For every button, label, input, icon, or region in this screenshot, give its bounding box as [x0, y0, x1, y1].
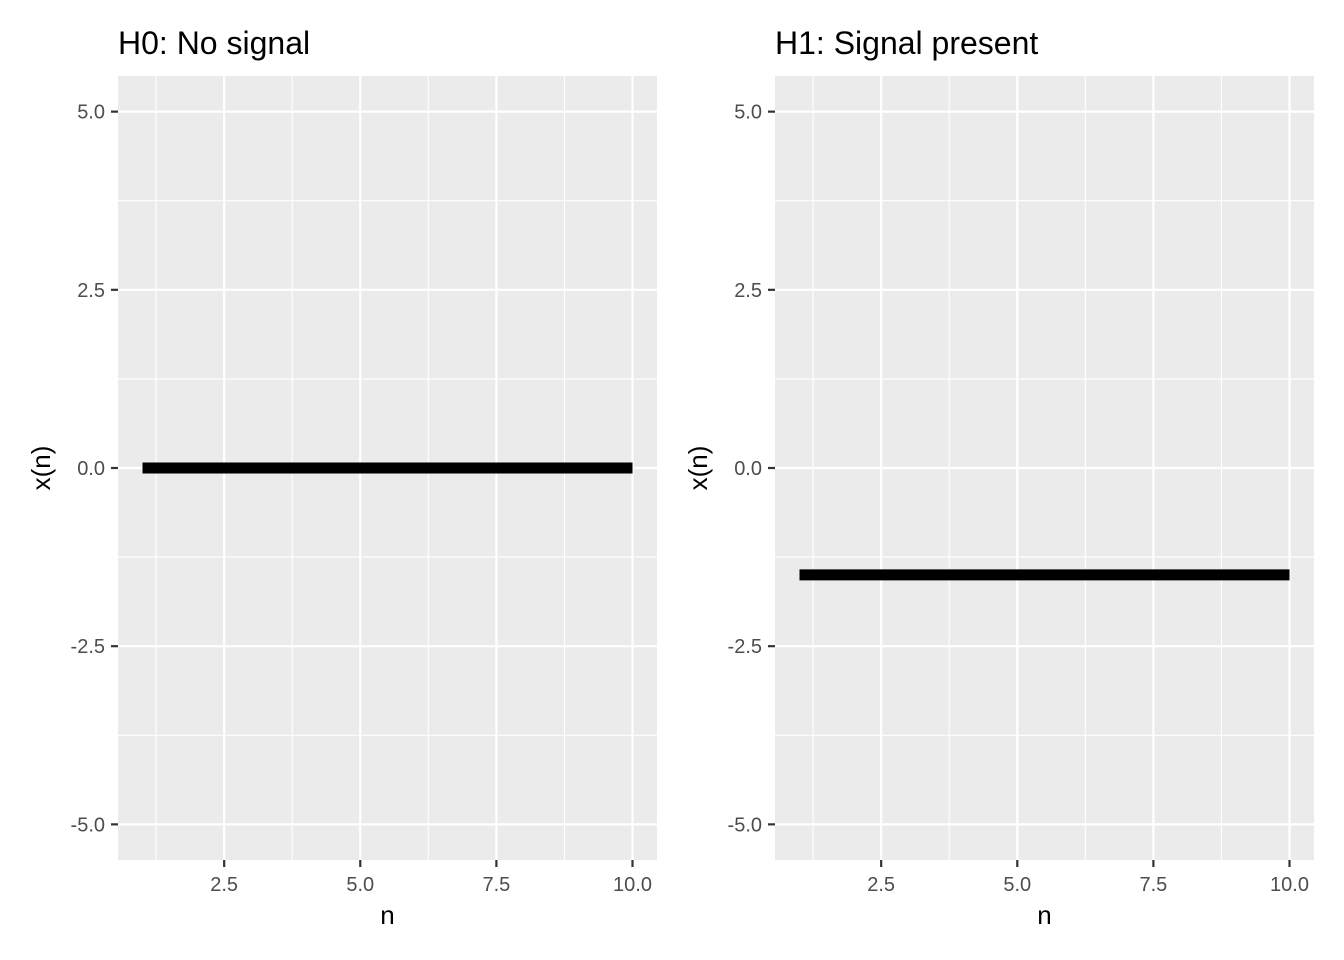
x-tick-label: 2.5 [867, 874, 895, 896]
y-axis-label: x(n) [683, 446, 713, 491]
x-tick-label: 5.0 [346, 874, 374, 896]
y-tick-label: 5.0 [734, 102, 762, 124]
x-tick-label: 7.5 [1139, 874, 1167, 896]
y-tick-label: 2.5 [77, 280, 105, 302]
panel-title: H1: Signal present [775, 25, 1038, 61]
x-tick-label: 10.0 [1270, 874, 1309, 896]
y-tick-label: -5.0 [71, 814, 105, 836]
y-tick-label: -5.0 [728, 814, 762, 836]
y-axis-label: x(n) [26, 446, 56, 491]
panel-h1: 2.5 5.0 7.5 10.0 5.0 2.5 0.0 -2.5 -5.0 H1: Signal… [683, 25, 1314, 930]
x-tick-label: 2.5 [210, 874, 238, 896]
y-tick-label: 0.0 [77, 458, 105, 480]
x-axis-label: n [1037, 900, 1051, 930]
y-tick-label: 0.0 [734, 458, 762, 480]
panel-h0: 2.5 5.0 7.5 10.0 5.0 2.5 0.0 -2.5 -5.0 H0: No sig… [26, 25, 657, 930]
x-tick-label: 5.0 [1003, 874, 1031, 896]
x-tick-label: 7.5 [482, 874, 510, 896]
y-tick-label: 2.5 [734, 280, 762, 302]
y-tick-label: -2.5 [71, 636, 105, 658]
y-tick-label: 5.0 [77, 102, 105, 124]
x-tick-label: 10.0 [613, 874, 652, 896]
x-axis-label: n [380, 900, 394, 930]
panel-title: H0: No signal [118, 25, 310, 61]
y-tick-label: -2.5 [728, 636, 762, 658]
